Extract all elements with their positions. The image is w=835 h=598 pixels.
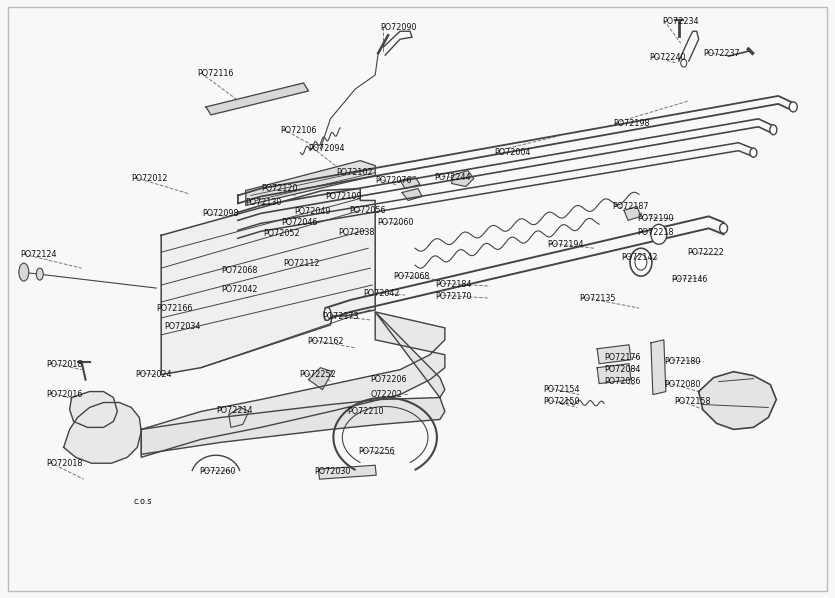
Text: PO72034: PO72034 bbox=[164, 322, 200, 331]
Text: PO72056: PO72056 bbox=[349, 206, 386, 215]
Text: PO72004: PO72004 bbox=[494, 148, 531, 157]
Text: PO72252: PO72252 bbox=[300, 370, 337, 379]
Text: PO72180: PO72180 bbox=[664, 357, 701, 366]
Ellipse shape bbox=[635, 254, 647, 270]
Text: PO72184: PO72184 bbox=[435, 280, 471, 289]
Text: PO72076: PO72076 bbox=[375, 176, 412, 185]
Text: PO72106: PO72106 bbox=[281, 126, 317, 135]
Text: PO72194: PO72194 bbox=[548, 240, 584, 249]
Text: PO72173: PO72173 bbox=[322, 312, 359, 321]
Text: PO72158: PO72158 bbox=[674, 396, 711, 405]
Ellipse shape bbox=[651, 224, 667, 244]
Text: PO72052: PO72052 bbox=[264, 229, 301, 239]
Text: PO72244: PO72244 bbox=[434, 173, 470, 182]
Text: PO72012: PO72012 bbox=[131, 173, 168, 182]
Text: PO72170: PO72170 bbox=[435, 292, 472, 301]
Text: PO72256: PO72256 bbox=[358, 447, 395, 456]
Text: PO72154: PO72154 bbox=[544, 385, 580, 393]
Text: PO72049: PO72049 bbox=[295, 208, 331, 216]
Polygon shape bbox=[69, 392, 118, 428]
Polygon shape bbox=[308, 368, 332, 389]
Text: c.o.s: c.o.s bbox=[134, 497, 152, 506]
Ellipse shape bbox=[770, 125, 777, 135]
Polygon shape bbox=[624, 206, 641, 221]
Text: PO72214: PO72214 bbox=[216, 407, 252, 416]
Polygon shape bbox=[63, 402, 141, 463]
Text: PO72198: PO72198 bbox=[613, 119, 650, 128]
Text: PO72018: PO72018 bbox=[47, 459, 84, 468]
Text: PO72130: PO72130 bbox=[245, 199, 281, 208]
Text: PO72150: PO72150 bbox=[544, 396, 580, 405]
Polygon shape bbox=[651, 340, 665, 395]
Text: PO72187: PO72187 bbox=[612, 203, 649, 212]
Text: PO72135: PO72135 bbox=[579, 294, 615, 303]
Text: PO72030: PO72030 bbox=[315, 467, 351, 476]
Ellipse shape bbox=[36, 268, 43, 280]
Ellipse shape bbox=[630, 248, 652, 276]
Text: PO72098: PO72098 bbox=[202, 209, 239, 218]
Text: PO72142: PO72142 bbox=[621, 253, 657, 262]
Polygon shape bbox=[206, 83, 308, 115]
Text: PO72234: PO72234 bbox=[662, 17, 698, 26]
Polygon shape bbox=[452, 170, 473, 187]
Ellipse shape bbox=[324, 307, 331, 321]
Text: PO72084: PO72084 bbox=[605, 365, 640, 374]
Text: PO72240: PO72240 bbox=[649, 53, 686, 62]
Ellipse shape bbox=[789, 102, 797, 112]
Text: PO72042: PO72042 bbox=[363, 289, 400, 298]
Polygon shape bbox=[699, 372, 777, 429]
Text: PO72080: PO72080 bbox=[664, 380, 701, 389]
Polygon shape bbox=[318, 465, 377, 479]
Polygon shape bbox=[161, 188, 375, 374]
Text: PO72109: PO72109 bbox=[326, 193, 362, 202]
Text: PO72038: PO72038 bbox=[338, 228, 375, 237]
Text: PO72176: PO72176 bbox=[605, 353, 640, 362]
Text: PO72060: PO72060 bbox=[377, 218, 413, 227]
Polygon shape bbox=[229, 407, 249, 428]
Text: PO72260: PO72260 bbox=[199, 467, 235, 476]
Polygon shape bbox=[597, 364, 631, 383]
Text: PO72018: PO72018 bbox=[47, 360, 84, 369]
Text: PO72124: PO72124 bbox=[20, 250, 56, 259]
Text: PO72210: PO72210 bbox=[347, 407, 384, 416]
Text: PO72190: PO72190 bbox=[637, 215, 674, 224]
Text: PO72016: PO72016 bbox=[47, 389, 84, 399]
Text: PO72116: PO72116 bbox=[197, 69, 234, 78]
Text: PO72112: PO72112 bbox=[284, 259, 320, 268]
Text: PO72206: PO72206 bbox=[370, 374, 407, 384]
Text: PO72068: PO72068 bbox=[393, 272, 429, 281]
Polygon shape bbox=[402, 188, 422, 200]
Polygon shape bbox=[141, 312, 445, 457]
Text: PO72086: PO72086 bbox=[605, 377, 640, 386]
Text: PO72068: PO72068 bbox=[221, 266, 257, 275]
Ellipse shape bbox=[720, 224, 727, 233]
Text: PO72237: PO72237 bbox=[704, 49, 741, 58]
Ellipse shape bbox=[19, 263, 29, 281]
Polygon shape bbox=[245, 161, 375, 206]
Text: PO72090: PO72090 bbox=[380, 23, 417, 32]
Polygon shape bbox=[400, 176, 420, 188]
Text: O72202: O72202 bbox=[370, 389, 402, 399]
Text: PO72024: PO72024 bbox=[135, 370, 172, 379]
Text: PO72146: PO72146 bbox=[671, 275, 707, 284]
Text: PO72094: PO72094 bbox=[308, 144, 345, 152]
Text: PO72162: PO72162 bbox=[307, 337, 344, 346]
Text: PO72120: PO72120 bbox=[261, 184, 298, 193]
Text: PO72042: PO72042 bbox=[221, 285, 257, 294]
Ellipse shape bbox=[750, 148, 757, 157]
Text: PO72222: PO72222 bbox=[688, 248, 725, 257]
Polygon shape bbox=[597, 345, 631, 364]
Text: PO72218: PO72218 bbox=[637, 228, 674, 237]
Text: PO72166: PO72166 bbox=[156, 304, 193, 313]
Text: PO72102: PO72102 bbox=[337, 167, 373, 176]
Polygon shape bbox=[141, 312, 445, 454]
Ellipse shape bbox=[681, 59, 686, 67]
Text: PO72046: PO72046 bbox=[281, 218, 318, 227]
